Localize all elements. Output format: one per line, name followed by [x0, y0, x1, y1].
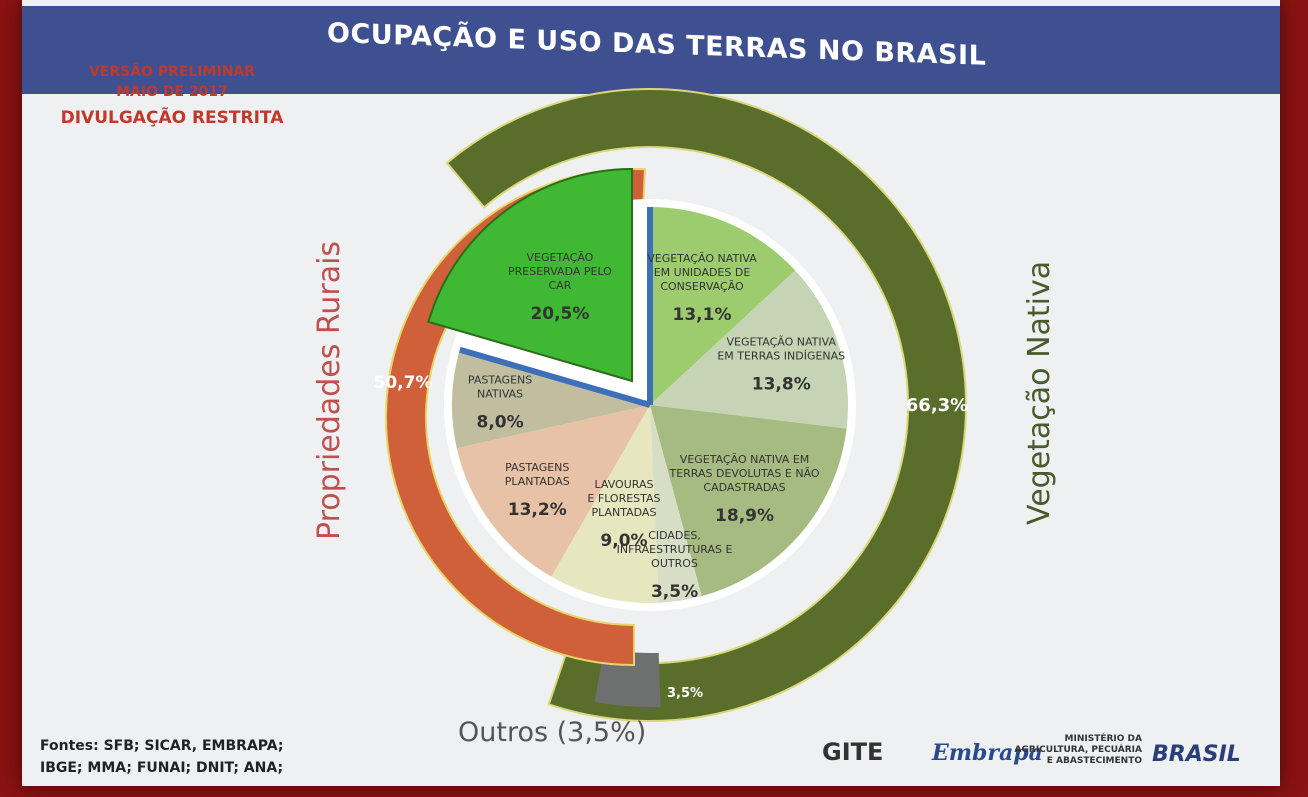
slice-value-pastagens-plantadas: 13,2% — [508, 500, 567, 520]
ring-value-propriedades-rurais: 50,7% — [374, 373, 433, 393]
slice-label-pastagens-nativas: PASTAGENSNATIVAS — [468, 373, 532, 400]
slice-value-vegetacao-nativa-em-terras-devolutas-e-nao-cadastradas: 18,9% — [715, 506, 774, 526]
sources-line-1: Fontes: SFB; SICAR, EMBRAPA; — [40, 735, 300, 757]
sources-line-2: IBGE; MMA; FUNAI; DNIT; ANA; — [40, 757, 300, 779]
native-vegetation-label: Vegetação Nativa — [1022, 261, 1057, 525]
slice-value-lavouras-e-florestas-plantadas: 9,0% — [600, 531, 647, 551]
gite-logo: GITE — [822, 738, 883, 766]
slice-value-vegetacao-nativa-em-unidades-de-conservacao: 13,1% — [673, 305, 732, 325]
land-use-chart: VEGETAÇÃO NATIVAEM UNIDADES DECONSERVAÇÃ… — [22, 0, 1280, 786]
ministry-line-1: MINISTÉRIO DA — [1012, 734, 1142, 745]
ring-value-vegetacao-nativa: 66,3% — [906, 395, 968, 416]
slide: OCUPAÇÃO E USO DAS TERRAS NO BRASIL VERS… — [22, 0, 1280, 786]
brasil-logo: BRASIL — [1152, 742, 1241, 767]
ring-value-outros: 3,5% — [667, 686, 703, 701]
slice-label-pastagens-plantadas: PASTAGENSPLANTADAS — [505, 461, 570, 488]
ministry-logo: MINISTÉRIO DA AGRICULTURA, PECUÁRIA E AB… — [1012, 734, 1142, 767]
others-label: Outros (3,5%) — [458, 717, 646, 748]
ministry-line-2: AGRICULTURA, PECUÁRIA — [1012, 745, 1142, 756]
slice-value-vegetacao-preservada-pelo-car: 20,5% — [530, 304, 589, 324]
sources: Fontes: SFB; SICAR, EMBRAPA; IBGE; MMA; … — [40, 735, 300, 779]
slice-value-vegetacao-nativa-em-terras-indigenas: 13,8% — [752, 374, 811, 394]
rural-properties-label: Propriedades Rurais — [312, 241, 347, 540]
ministry-line-3: E ABASTECIMENTO — [1012, 756, 1142, 767]
slice-label-vegetacao-nativa-em-unidades-de-conservacao: VEGETAÇÃO NATIVAEM UNIDADES DECONSERVAÇÃ… — [647, 252, 757, 293]
slice-value-pastagens-nativas: 8,0% — [476, 412, 523, 432]
slice-label-vegetacao-nativa-em-terras-indigenas: VEGETAÇÃO NATIVAEM TERRAS INDÍGENAS — [717, 335, 845, 362]
logo-strip: GITE Embrapa MINISTÉRIO DA AGRICULTURA, … — [822, 728, 1262, 778]
slice-label-lavouras-e-florestas-plantadas: LAVOURASE FLORESTASPLANTADAS — [587, 478, 660, 519]
slice-value-cidades-infraestruturas-e-outros: 3,5% — [651, 582, 698, 602]
